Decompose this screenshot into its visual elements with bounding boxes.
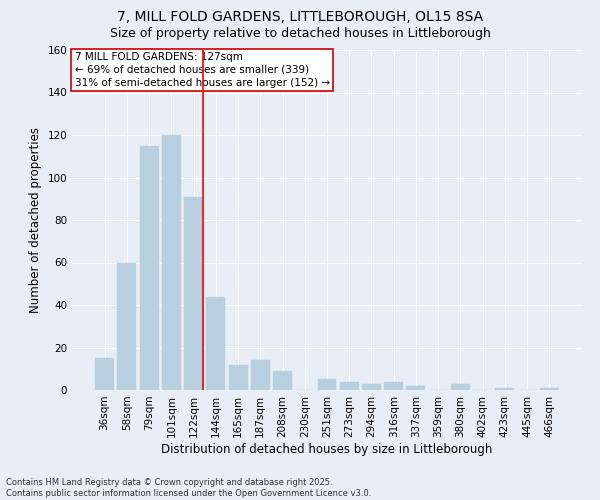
Bar xyxy=(362,384,381,390)
Bar xyxy=(251,360,270,390)
Y-axis label: Number of detached properties: Number of detached properties xyxy=(29,127,42,313)
Bar xyxy=(406,386,425,390)
Bar xyxy=(317,380,337,390)
Bar xyxy=(95,358,114,390)
Bar xyxy=(273,371,292,390)
Bar xyxy=(229,364,248,390)
Bar xyxy=(118,262,136,390)
Bar xyxy=(340,382,359,390)
Bar xyxy=(140,146,158,390)
Bar xyxy=(184,196,203,390)
Bar xyxy=(162,135,181,390)
Bar xyxy=(206,296,225,390)
X-axis label: Distribution of detached houses by size in Littleborough: Distribution of detached houses by size … xyxy=(161,442,493,456)
Bar xyxy=(496,388,514,390)
Bar xyxy=(540,388,559,390)
Text: 7 MILL FOLD GARDENS: 127sqm
← 69% of detached houses are smaller (339)
31% of se: 7 MILL FOLD GARDENS: 127sqm ← 69% of det… xyxy=(74,52,329,88)
Bar xyxy=(451,384,470,390)
Text: Contains HM Land Registry data © Crown copyright and database right 2025.
Contai: Contains HM Land Registry data © Crown c… xyxy=(6,478,371,498)
Bar xyxy=(384,382,403,390)
Text: 7, MILL FOLD GARDENS, LITTLEBOROUGH, OL15 8SA: 7, MILL FOLD GARDENS, LITTLEBOROUGH, OL1… xyxy=(117,10,483,24)
Text: Size of property relative to detached houses in Littleborough: Size of property relative to detached ho… xyxy=(110,28,490,40)
